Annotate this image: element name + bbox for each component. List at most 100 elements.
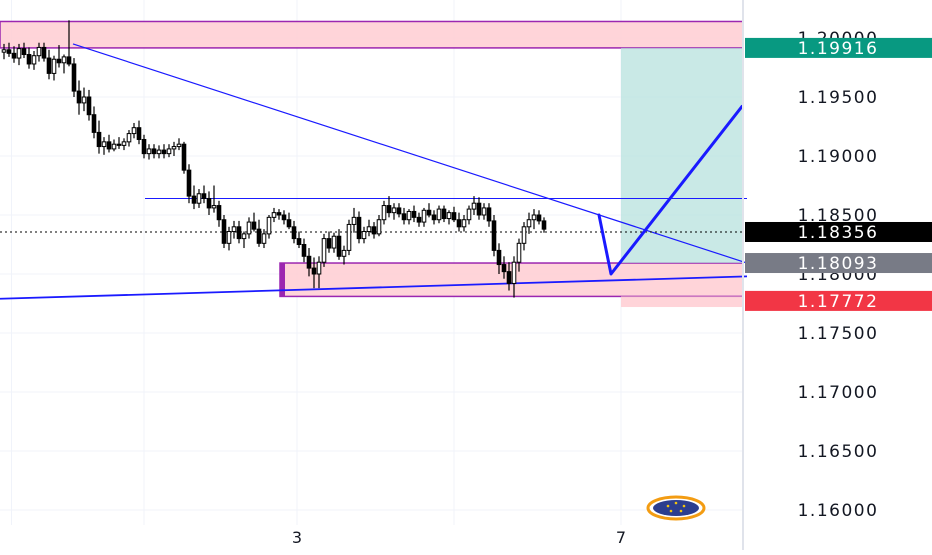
candle-42 xyxy=(211,185,217,213)
y-tick-label: 1.19500 xyxy=(798,88,879,108)
candle-58 xyxy=(291,220,297,244)
candle-body-74 xyxy=(371,226,377,235)
candle-body-101 xyxy=(506,271,512,284)
candle-body-67 xyxy=(336,235,342,257)
support-zone xyxy=(279,262,744,298)
candle-body-18 xyxy=(91,114,97,133)
candle-body-2 xyxy=(11,52,17,59)
candle-body-108 xyxy=(541,220,547,230)
candle-body-106 xyxy=(531,214,537,221)
candle-92 xyxy=(461,215,467,232)
projection xyxy=(597,104,744,276)
candle-body-88 xyxy=(441,208,447,220)
candle-body-8 xyxy=(41,46,47,59)
candle-body-31 xyxy=(156,149,162,155)
candle-10 xyxy=(51,55,57,81)
candle-body-26 xyxy=(131,127,137,135)
candle-84 xyxy=(421,207,427,227)
candle-29 xyxy=(146,144,152,160)
candle-12 xyxy=(61,54,67,74)
y-tick-label: 1.16500 xyxy=(798,442,879,462)
y-tick-label: 1.17500 xyxy=(798,324,879,344)
candle-46 xyxy=(231,220,237,239)
candle-72 xyxy=(361,226,367,244)
candle-43 xyxy=(216,200,222,227)
candle-body-68 xyxy=(341,249,347,257)
candle-body-38 xyxy=(191,195,197,204)
candle-79 xyxy=(396,203,402,218)
tradingview-logo xyxy=(646,495,706,521)
candle-body-82 xyxy=(411,210,417,218)
candle-body-29 xyxy=(146,148,152,155)
candle-body-7 xyxy=(36,46,42,57)
candle-82 xyxy=(411,205,417,223)
candle-body-53 xyxy=(266,216,272,235)
candle-87 xyxy=(436,205,442,224)
candle-50 xyxy=(251,212,257,232)
candle-body-76 xyxy=(381,205,387,221)
candle-body-13 xyxy=(66,56,72,65)
candle-104 xyxy=(521,222,527,251)
candle-28 xyxy=(141,134,147,159)
candle-66 xyxy=(331,232,337,253)
candle-body-98 xyxy=(491,220,497,251)
candle-17 xyxy=(86,89,92,121)
candle-body-49 xyxy=(246,221,252,235)
candle-49 xyxy=(246,217,252,239)
candle-35 xyxy=(176,138,182,151)
candle-body-58 xyxy=(291,226,297,240)
price-tag-bg xyxy=(745,221,932,242)
price-tag-bg xyxy=(745,253,932,274)
candle-83 xyxy=(416,212,422,227)
candle-body-61 xyxy=(306,255,312,269)
candle-body-73 xyxy=(366,226,372,233)
candle-40 xyxy=(201,185,207,204)
candle-57 xyxy=(286,212,292,230)
candle-body-51 xyxy=(256,228,262,244)
candle-21 xyxy=(106,134,112,153)
candle-37 xyxy=(186,164,192,204)
price-tag-bg xyxy=(745,37,932,58)
candle-74 xyxy=(371,222,377,239)
candle-body-59 xyxy=(296,238,302,246)
candle-97 xyxy=(486,203,492,227)
y-tick-label: 1.16000 xyxy=(798,501,879,521)
candle-33 xyxy=(166,144,172,158)
candle-63 xyxy=(316,256,322,289)
candle-body-57 xyxy=(286,219,292,228)
candle-3 xyxy=(16,43,22,66)
candle-27 xyxy=(136,120,142,145)
candle-body-100 xyxy=(501,264,507,273)
candle-19 xyxy=(96,120,102,154)
candle-body-70 xyxy=(351,216,357,225)
candle-body-97 xyxy=(486,207,492,222)
candle-67 xyxy=(336,229,342,260)
resistance-zone xyxy=(0,20,744,49)
price-tag-3: 1.17772 xyxy=(745,290,932,312)
candle-107 xyxy=(536,210,542,225)
candle-body-83 xyxy=(416,216,422,223)
candle-73 xyxy=(366,219,372,237)
candle-68 xyxy=(341,245,347,265)
candle-body-16 xyxy=(81,96,87,104)
candle-body-14 xyxy=(71,63,77,92)
candle-body-28 xyxy=(141,138,147,155)
candle-90 xyxy=(451,206,457,223)
candle-54 xyxy=(271,207,277,223)
candle-7 xyxy=(36,42,42,62)
candle-body-87 xyxy=(436,208,442,221)
candle-body-89 xyxy=(446,212,452,220)
price-axis[interactable]: 1.200001.195001.190001.185001.180001.175… xyxy=(798,29,879,521)
candle-16 xyxy=(81,87,87,112)
projection-path xyxy=(597,104,744,276)
candle-98 xyxy=(491,215,497,257)
candle-body-24 xyxy=(121,141,127,146)
candle-body-50 xyxy=(251,221,257,230)
candle-body-34 xyxy=(171,146,177,150)
candle-55 xyxy=(276,209,282,220)
candle-body-80 xyxy=(401,213,407,221)
candle-body-62 xyxy=(311,267,317,275)
descending-trendline xyxy=(72,43,748,264)
